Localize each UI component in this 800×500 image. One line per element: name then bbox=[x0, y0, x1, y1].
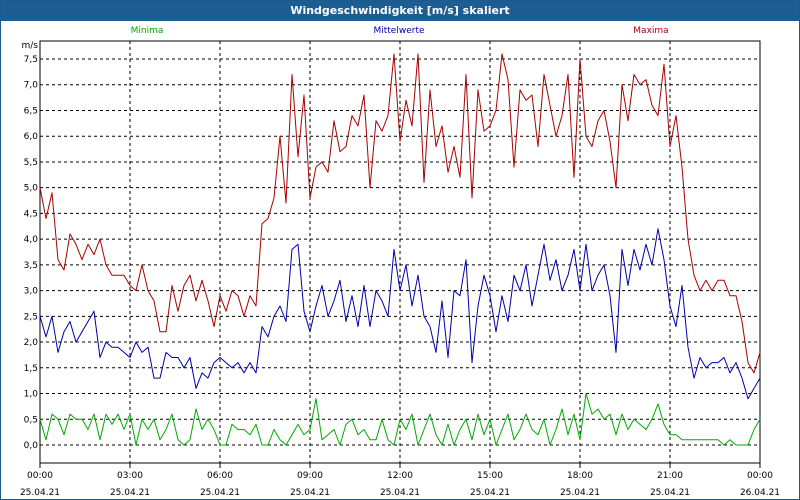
x-tick-date-label: 25.04.21 bbox=[20, 488, 60, 498]
x-tick-date-label: 25.04.21 bbox=[470, 488, 510, 498]
legend-entry-mittelwerte: Mittelwerte bbox=[373, 26, 424, 36]
y-tick-label: 3,5 bbox=[24, 261, 38, 271]
y-tick-label: 1,0 bbox=[24, 390, 39, 400]
y-tick-label: 4,5 bbox=[24, 209, 38, 219]
x-tick-time-label: 21:00 bbox=[657, 471, 683, 481]
y-tick-label: 5,5 bbox=[24, 158, 38, 168]
window-title: Windgeschwindigkeit [m/s] skaliert bbox=[1, 1, 799, 21]
legend-entry-minima: Minima bbox=[131, 26, 164, 36]
x-tick-time-label: 03:00 bbox=[117, 471, 143, 481]
series-line-maxima bbox=[39, 53, 761, 374]
x-tick-time-label: 15:00 bbox=[477, 471, 503, 481]
y-tick-label: 4,0 bbox=[24, 235, 39, 245]
x-tick-time-label: 00:00 bbox=[27, 471, 53, 481]
y-tick-label: 2,5 bbox=[24, 312, 38, 322]
y-tick-label: 0,0 bbox=[24, 441, 39, 451]
x-tick-date-label: 26.04.21 bbox=[740, 488, 780, 498]
x-tick-time-label: 18:00 bbox=[567, 471, 593, 481]
y-tick-label: 5,0 bbox=[24, 184, 39, 194]
y-tick-label: 3,0 bbox=[24, 287, 39, 297]
wind-speed-chart: 0,0 0,5 1,0 1,5 2,0 2,5 3,0 3,5 4,0 4,5 5,0 5,5 6,0 6… bbox=[20, 26, 780, 498]
y-tick-label: 0,5 bbox=[24, 415, 38, 425]
x-tick-date-label: 25.04.21 bbox=[380, 488, 420, 498]
x-tick-time-label: 06:00 bbox=[207, 471, 233, 481]
y-axis-unit: m/s bbox=[22, 41, 39, 51]
legend: Minima Mittelwerte Maxima bbox=[131, 26, 669, 36]
y-tick-label: 7,0 bbox=[24, 81, 39, 91]
x-tick-time-label: 09:00 bbox=[297, 471, 323, 481]
axis-labels: 0,0 0,5 1,0 1,5 2,0 2,5 3,0 3,5 4,0 4,5 5,0 5,5 6,0 6… bbox=[20, 41, 780, 498]
x-tick-date-label: 25.04.21 bbox=[200, 488, 240, 498]
y-tick-label: 6,5 bbox=[24, 106, 38, 116]
x-tick-time-label: 12:00 bbox=[387, 471, 413, 481]
x-tick-date-label: 25.04.21 bbox=[110, 488, 150, 498]
y-tick-label: 6,0 bbox=[24, 132, 39, 142]
series-line-minima bbox=[39, 393, 761, 446]
series-line-mittelwerte bbox=[39, 228, 761, 400]
x-tick-date-label: 25.04.21 bbox=[290, 488, 330, 498]
x-tick-date-label: 25.04.21 bbox=[650, 488, 690, 498]
legend-entry-maxima: Maxima bbox=[633, 26, 668, 36]
x-tick-time-label: 00:00 bbox=[747, 471, 773, 481]
x-tick-date-label: 25.04.21 bbox=[560, 488, 600, 498]
y-tick-label: 7,5 bbox=[24, 55, 38, 65]
y-tick-label: 1,5 bbox=[24, 364, 38, 374]
y-tick-label: 2,0 bbox=[24, 338, 39, 348]
series-layer bbox=[39, 53, 761, 446]
